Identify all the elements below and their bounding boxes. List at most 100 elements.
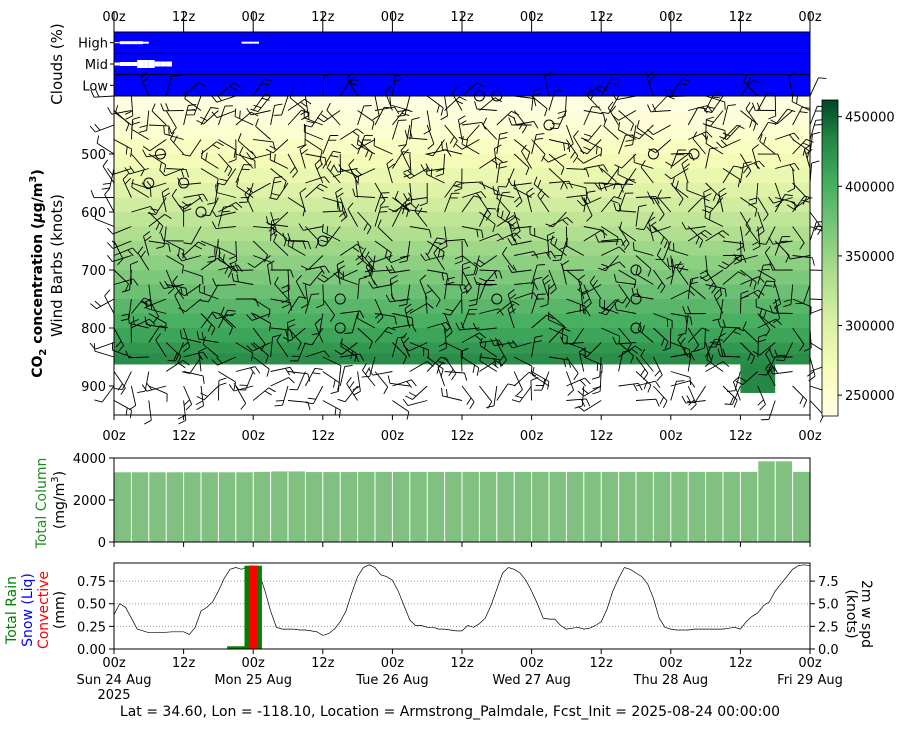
- column-bar-1: [131, 472, 149, 542]
- wind-barb: [322, 400, 341, 418]
- wind-barb: [235, 298, 260, 307]
- wind-barb: [579, 342, 602, 358]
- wind-barb: [176, 252, 202, 262]
- co2-level-512.5: [114, 154, 810, 169]
- wind-barb: [314, 318, 324, 343]
- wind-barb: [531, 314, 555, 329]
- wind-barb: [183, 385, 193, 411]
- wind-barb: [142, 139, 167, 152]
- wind-barb: [775, 162, 800, 172]
- wind-barb: [211, 209, 236, 218]
- cloud-cover-high-0: [114, 42, 120, 44]
- precip-xtick-label-0: 00z: [102, 656, 126, 671]
- wind-barb: [357, 134, 373, 155]
- wind-barb: [385, 293, 410, 303]
- wind-barb: [137, 371, 150, 394]
- wind-barb: [550, 235, 567, 256]
- calm-wind-circle-14: [630, 293, 642, 305]
- wind-barb: [635, 266, 654, 285]
- wind-barb: [566, 139, 579, 163]
- wind-barb: [577, 385, 602, 397]
- co2-xtick-label-3: 12z: [311, 429, 335, 444]
- wind-barb: [217, 377, 227, 401]
- wind-barb: [267, 260, 275, 285]
- wind-barb: [299, 144, 308, 169]
- wind-barb: [218, 82, 241, 97]
- colorbar-gradient: [821, 99, 839, 417]
- wind-barb: [228, 139, 237, 163]
- wind-barb: [687, 229, 712, 242]
- wind-barb: [717, 348, 741, 358]
- wind-barb: [635, 204, 647, 227]
- co2-ylabel-mid: concentration (: [30, 223, 46, 349]
- wind-barb: [246, 182, 271, 194]
- wind-barb: [473, 255, 498, 268]
- wind-barb: [346, 72, 358, 97]
- co2-level-637.5: [114, 226, 810, 242]
- wind-barb: [545, 211, 567, 228]
- wind-barb: [218, 313, 234, 336]
- wind-barb: [392, 342, 408, 365]
- wind-ytick-label-1: 2.5: [818, 620, 839, 635]
- co2-level-587.5: [114, 197, 810, 213]
- wind-barb: [322, 150, 341, 169]
- wind-barb: [768, 366, 793, 375]
- wind-barb: [529, 226, 550, 242]
- wind-barb: [392, 202, 417, 213]
- calm-wind-circle-11: [647, 148, 659, 160]
- wind-barb: [531, 251, 556, 260]
- co2-level-787.5: [114, 313, 810, 329]
- wind-barb: [338, 269, 358, 285]
- wind-barb: [513, 356, 533, 375]
- wind-barb: [444, 356, 457, 381]
- wind-barb: [565, 371, 575, 396]
- wind-barb: [385, 265, 410, 274]
- precip-xtick-label-10: 00z: [798, 656, 822, 671]
- wind-barb: [300, 255, 324, 270]
- wind-barb: [113, 400, 132, 419]
- wind-barb: [177, 284, 202, 297]
- co2-colorbar: 250000 300000 350000 400000 450000: [821, 99, 895, 417]
- wind-barb: [437, 361, 446, 387]
- wind-barb: [426, 284, 441, 307]
- wind-barb: [722, 385, 738, 408]
- wind-barb: [444, 124, 458, 148]
- wind-barb: [287, 237, 306, 256]
- wind-barb: [548, 269, 557, 295]
- wind-barb: [317, 269, 341, 283]
- wind-barb: [145, 300, 167, 314]
- wind-barb: [414, 203, 428, 227]
- wind-barb: [479, 97, 502, 111]
- wind-barb: [425, 289, 433, 314]
- wind-barb: [619, 221, 637, 242]
- wind-barb: [196, 110, 219, 125]
- wind-barb: [472, 322, 497, 331]
- wind-barb: [102, 159, 115, 184]
- wind-barb: [583, 139, 603, 157]
- wind-barb: [759, 307, 776, 329]
- column-bar-33: [688, 471, 706, 542]
- wind-barb: [265, 216, 289, 227]
- wind-ylabel-unit: (knots): [843, 589, 859, 638]
- wind-barb: [300, 284, 309, 309]
- wind-barb: [220, 306, 237, 329]
- wind-barb: [758, 226, 776, 245]
- wind-barb: [646, 124, 672, 135]
- co2-xtick-label-1: 12z: [172, 429, 196, 444]
- wind-barb: [769, 349, 793, 358]
- precip-frame: [113, 562, 811, 650]
- wind-barb: [391, 73, 404, 97]
- column-bar-37: [758, 461, 775, 542]
- date-label-2: Tue 26 Aug: [355, 673, 428, 688]
- wind-barb: [653, 197, 665, 222]
- wind-barb: [326, 160, 341, 184]
- wind-barb-ylabel: Wind Barbs (knots): [48, 194, 66, 337]
- wind-barb: [167, 342, 185, 362]
- wind-barb: [601, 261, 626, 271]
- wind-barb: [427, 269, 449, 282]
- wind-barb: [374, 313, 397, 325]
- wind-barb: [148, 385, 168, 402]
- wind-barb: [635, 196, 660, 205]
- wind-barb: [722, 165, 742, 184]
- wind-barb: [718, 255, 741, 270]
